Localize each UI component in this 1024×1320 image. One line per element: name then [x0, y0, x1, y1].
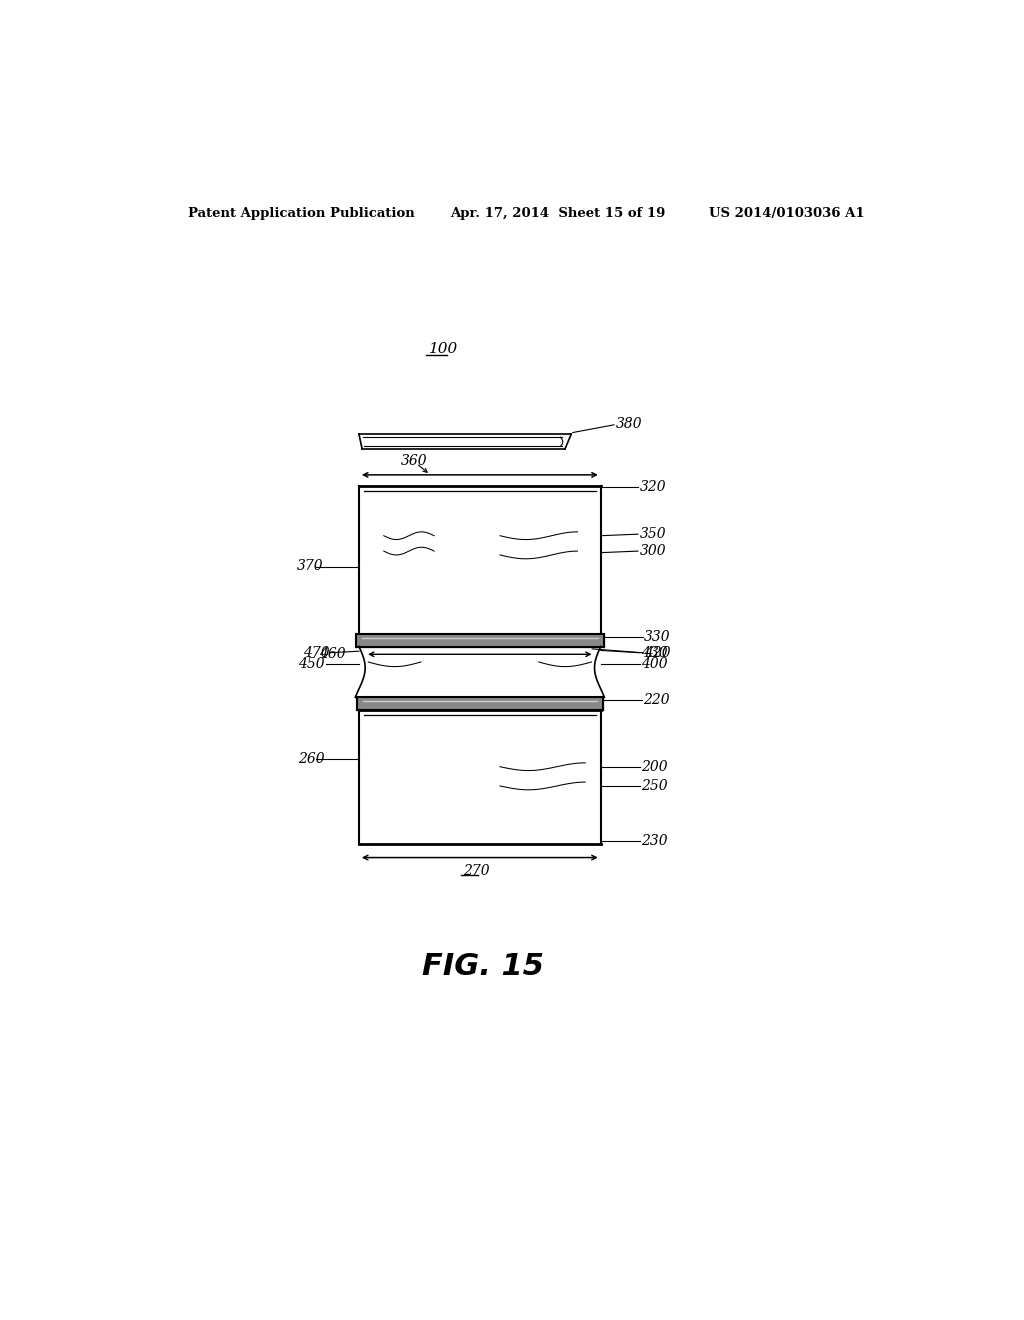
Text: 360: 360	[400, 454, 427, 469]
Text: US 2014/0103036 A1: US 2014/0103036 A1	[710, 207, 865, 220]
Text: Patent Application Publication: Patent Application Publication	[188, 207, 415, 220]
Text: 200: 200	[641, 760, 668, 774]
Text: 380: 380	[615, 417, 642, 432]
Text: 220: 220	[643, 693, 670, 708]
Text: 430: 430	[641, 645, 668, 660]
Text: 250: 250	[641, 779, 668, 793]
Text: 270: 270	[463, 863, 489, 878]
Text: 450: 450	[299, 656, 326, 671]
Text: 420: 420	[644, 645, 671, 660]
Text: 300: 300	[640, 544, 667, 558]
Text: 100: 100	[429, 342, 458, 356]
Text: 350: 350	[640, 527, 667, 541]
Text: 370: 370	[297, 560, 324, 573]
Text: 400: 400	[641, 656, 668, 671]
Text: Apr. 17, 2014  Sheet 15 of 19: Apr. 17, 2014 Sheet 15 of 19	[450, 207, 665, 220]
Text: 230: 230	[641, 834, 668, 849]
Text: 260: 260	[299, 752, 326, 766]
Text: 470: 470	[303, 645, 330, 660]
Text: 320: 320	[640, 480, 667, 494]
Text: FIG. 15: FIG. 15	[423, 953, 545, 981]
Text: 460: 460	[318, 647, 345, 661]
Text: 330: 330	[644, 630, 671, 644]
